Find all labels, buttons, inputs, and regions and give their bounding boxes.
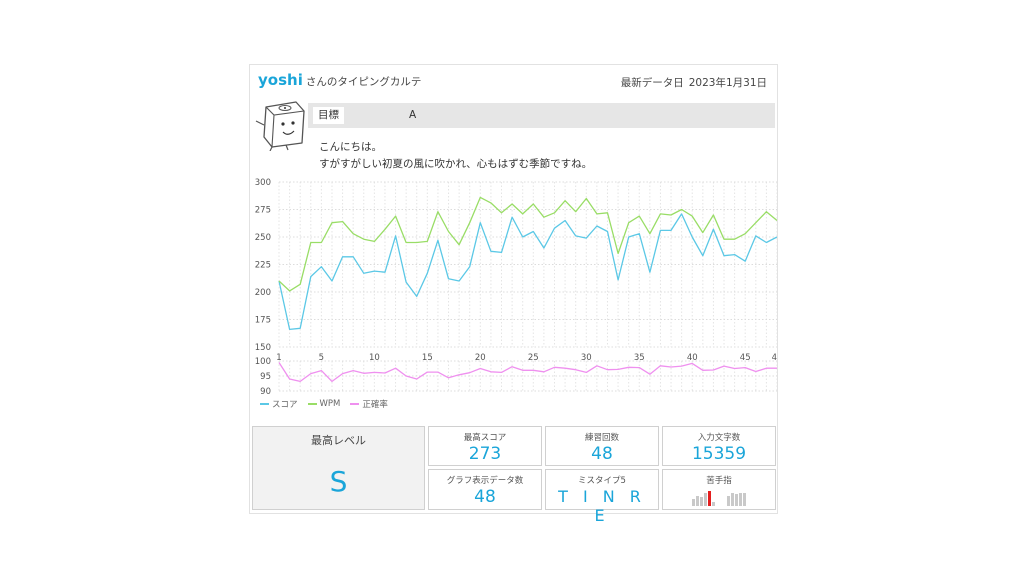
max-score-box: 最高スコア 273 — [428, 426, 542, 466]
legend-item-score[interactable]: スコア — [260, 398, 298, 410]
x-tick-label: 1 — [276, 353, 281, 363]
series-line-wpm — [278, 196, 777, 292]
y-tick-label: 300 — [255, 178, 271, 188]
miss-types-value: T I N R E — [558, 487, 646, 525]
x-tick-label: 35 — [634, 353, 645, 363]
y-tick-label: 200 — [255, 288, 271, 298]
legend-swatch-score — [260, 403, 269, 405]
username[interactable]: yoshi — [258, 71, 303, 89]
weak-finger-box: 苦手指 — [662, 469, 776, 510]
username-title: yoshi さんのタイピングカルテ — [258, 71, 421, 89]
weak-finger-bar — [708, 491, 711, 506]
latest-date: 最新データ日 2023年1月31日 — [616, 75, 767, 90]
weak-finger-bar — [700, 497, 703, 506]
x-tick-label: 30 — [581, 353, 592, 363]
chars-typed-value: 15359 — [691, 444, 747, 464]
y-tick-label: 250 — [255, 233, 271, 243]
weak-finger-bar — [743, 492, 746, 506]
weak-finger-bar — [704, 492, 707, 506]
legend-label-accuracy: 正確率 — [362, 400, 388, 410]
typing-chart-card: yoshi さんのタイピングカルテ 最新データ日 2023年1月31日 目標 A こ… — [249, 64, 778, 525]
username-suffix: さんのタイピングカルテ — [305, 76, 422, 88]
practice-count-label: 練習回数 — [584, 433, 619, 443]
greeting-message: こんにちは。 すがすがしい初夏の風に吹かれ、心もはずむ季節ですね。 — [319, 139, 592, 173]
goal-bar: 目標 A — [308, 103, 775, 128]
max-level-box: 最高レベル S — [252, 426, 425, 510]
miss-types-box: ミスタイプ5 T I N R E — [545, 469, 659, 525]
chars-typed-label: 入力文字数 — [697, 433, 741, 443]
legend-swatch-wpm — [307, 403, 317, 405]
weak-finger-bar — [696, 495, 699, 506]
weak-finger-graph — [663, 490, 775, 506]
chart-legend: スコア WPM 正確率 — [260, 398, 388, 410]
y-tick-label: 90 — [260, 387, 271, 397]
practice-count-box: 練習回数 48 — [545, 426, 659, 466]
mascot-icon — [255, 101, 305, 151]
greeting-line-1: こんにちは。 — [319, 141, 382, 153]
x-tick-label: 15 — [422, 353, 433, 363]
max-score-label: 最高スコア — [463, 433, 507, 443]
max-score-value: 273 — [468, 444, 502, 464]
legend-item-wpm[interactable]: WPM — [307, 398, 341, 410]
x-tick-label: 5 — [319, 353, 324, 363]
goal-label: 目標 — [313, 107, 344, 124]
x-tick-label: 10 — [369, 353, 380, 363]
graph-points-value: 48 — [474, 487, 496, 507]
max-level-label: 最高レベル — [311, 434, 366, 447]
practice-count-value: 48 — [591, 444, 613, 464]
legend-swatch-accuracy — [350, 403, 360, 405]
y-tick-label: 275 — [255, 206, 271, 216]
latest-date-label: 最新データ日 — [620, 77, 684, 89]
weak-finger-bar — [692, 498, 695, 506]
graph-points-label: グラフ表示データ数 — [446, 476, 524, 486]
legend-label-wpm: WPM — [319, 399, 341, 409]
weak-finger-bar — [727, 495, 730, 506]
goal-value: A — [409, 109, 417, 121]
weak-finger-bar — [731, 492, 734, 506]
legend-item-accuracy[interactable]: 正確率 — [350, 398, 388, 410]
y-tick-label: 225 — [255, 261, 271, 271]
y-tick-label: 100 — [255, 357, 271, 367]
miss-types-label: ミスタイプ5 — [578, 476, 626, 486]
weak-finger-bar — [739, 492, 742, 506]
y-tick-label: 175 — [255, 316, 271, 326]
weak-finger-bar — [735, 494, 738, 506]
graph-points-box: グラフ表示データ数 48 — [428, 469, 542, 510]
x-tick-label: 20 — [475, 353, 486, 363]
x-tick-label: 48 — [772, 353, 777, 363]
y-tick-label: 95 — [260, 372, 271, 382]
weak-finger-label: 苦手指 — [706, 476, 732, 486]
series-line-score — [278, 213, 777, 331]
legend-label-score: スコア — [272, 400, 298, 410]
chars-typed-box: 入力文字数 15359 — [662, 426, 776, 466]
x-tick-label: 25 — [528, 353, 539, 363]
weak-finger-bar — [712, 501, 715, 506]
max-level-value: S — [329, 465, 348, 498]
latest-date-value: 2023年1月31日 — [688, 77, 767, 89]
x-tick-label: 40 — [687, 353, 698, 363]
series-line-accuracy — [278, 362, 777, 383]
card-header: yoshi さんのタイピングカルテ 最新データ日 2023年1月31日 — [250, 65, 777, 99]
x-tick-label: 45 — [740, 353, 751, 363]
greeting-line-2: すがすがしい初夏の風に吹かれ、心もはずむ季節ですね。 — [319, 158, 593, 170]
y-tick-label: 150 — [255, 343, 271, 353]
